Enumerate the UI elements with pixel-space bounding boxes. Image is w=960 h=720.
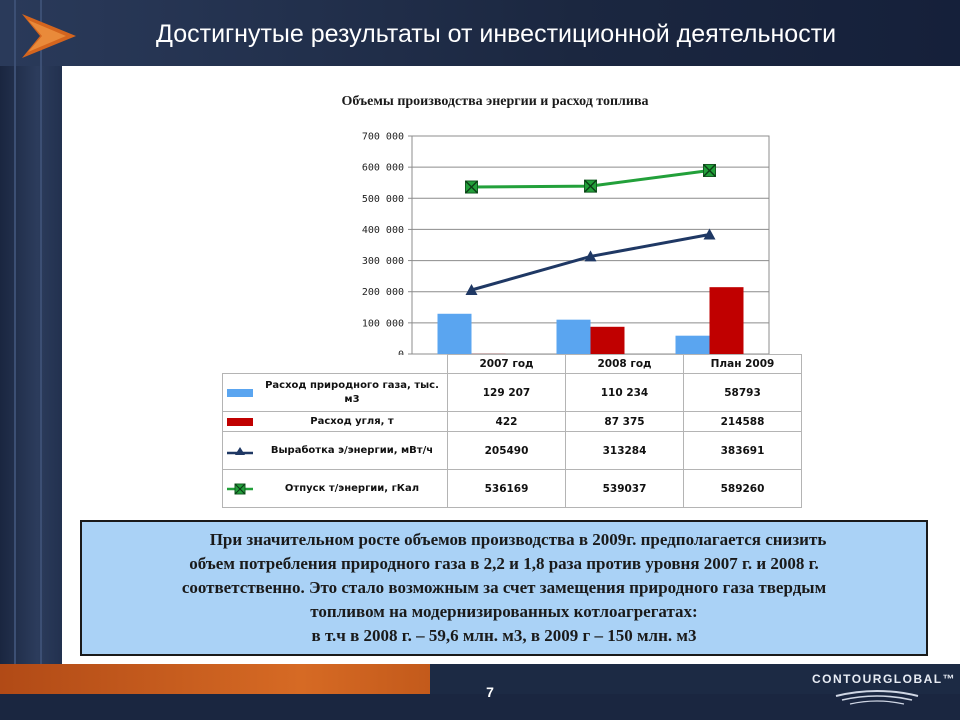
- legend-entry-coal: Расход угля, т: [222, 411, 448, 432]
- data-table: 2007 год 2008 год План 2009 Расход приро…: [222, 354, 802, 508]
- data-label: 58793: [683, 373, 802, 412]
- line-point: [703, 163, 716, 177]
- line-point: [465, 180, 478, 194]
- brand-logo-text: CONTOURGLOBAL™: [812, 672, 957, 686]
- y-tick-label: 100 000: [362, 318, 404, 329]
- legend-entry-gas: Расход природного газа, тыс. м3: [222, 373, 448, 412]
- data-label: 383691: [683, 431, 802, 470]
- data-label: 539037: [565, 469, 684, 508]
- data-label: 589260: [683, 469, 802, 508]
- data-label: 214588: [683, 411, 802, 432]
- data-label: 129 207: [447, 373, 566, 412]
- header-bar: [0, 0, 960, 66]
- conclusion-line: При значительном росте объемов производс…: [209, 530, 827, 549]
- arrow-logo-icon: [22, 14, 76, 58]
- left-decor-line: [40, 0, 42, 720]
- conclusion-textbox: При значительном росте объемов производс…: [80, 520, 928, 656]
- conclusion-line: топливом на модернизированных котлоагрег…: [310, 602, 698, 621]
- category-header: 2007 год: [447, 354, 566, 374]
- footer-bar: [0, 694, 960, 720]
- bar: [556, 319, 591, 354]
- page-number: 7: [486, 684, 494, 700]
- page-title: Достигнутые результаты от инвестиционной…: [156, 20, 837, 48]
- conclusion-line: соответственно. Это стало возможным за с…: [181, 578, 827, 597]
- line-point: [584, 179, 597, 193]
- marker-cross: [703, 163, 716, 177]
- data-label: 87 375: [565, 411, 684, 432]
- table-corner: [222, 354, 448, 374]
- category-header: 2008 год: [565, 354, 684, 374]
- data-label: 205490: [447, 431, 566, 470]
- line-point: [703, 228, 716, 240]
- bar: [709, 287, 744, 354]
- bar: [437, 313, 472, 354]
- x-square-line-legend-icon: [227, 483, 253, 494]
- legend-label: Расход угля, т: [310, 415, 394, 427]
- brand-swoosh-icon: [835, 690, 919, 705]
- left-decor-line: [14, 0, 16, 720]
- footer-accent-bar: [0, 664, 430, 694]
- line-point: [584, 250, 597, 262]
- legend-entry-heat: Отпуск т/энергии, гКал: [222, 469, 448, 508]
- bar-legend-icon: [227, 417, 253, 426]
- marker-cross: [465, 180, 478, 194]
- y-tick-label: 400 000: [362, 225, 404, 236]
- data-label: 422: [447, 411, 566, 432]
- y-tick-label: 700 000: [362, 132, 404, 143]
- triangle-line-legend-icon: [227, 446, 253, 455]
- bar: [590, 326, 625, 354]
- y-tick-label: 300 000: [362, 256, 404, 267]
- legend-label: Отпуск т/энергии, гКал: [284, 482, 420, 494]
- marker-cross: [584, 179, 597, 193]
- conclusion-line: в т.ч в 2008 г. – 59,6 млн. м3, в 2009 г…: [311, 626, 697, 645]
- y-tick-label: 200 000: [362, 287, 404, 298]
- data-label: 110 234: [565, 373, 684, 412]
- legend-label: Выработка э/энергии, мВт/ч: [270, 444, 434, 456]
- y-tick-label: 600 000: [362, 163, 404, 174]
- chart-title: Объемы производства энергии и расход топ…: [341, 94, 649, 109]
- legend-label: Расход природного газа, тыс. м3: [265, 379, 439, 405]
- category-header: План 2009: [683, 354, 802, 374]
- data-label: 313284: [565, 431, 684, 470]
- line-point: [465, 284, 478, 296]
- bar-legend-icon: [227, 388, 253, 397]
- y-tick-label: 500 000: [362, 194, 404, 205]
- conclusion-line: объем потребления природного газа в 2,2 …: [189, 554, 819, 573]
- legend-entry-electricity: Выработка э/энергии, мВт/ч: [222, 431, 448, 470]
- bar: [675, 335, 710, 354]
- data-label: 536169: [447, 469, 566, 508]
- left-decor-bar: [0, 0, 62, 720]
